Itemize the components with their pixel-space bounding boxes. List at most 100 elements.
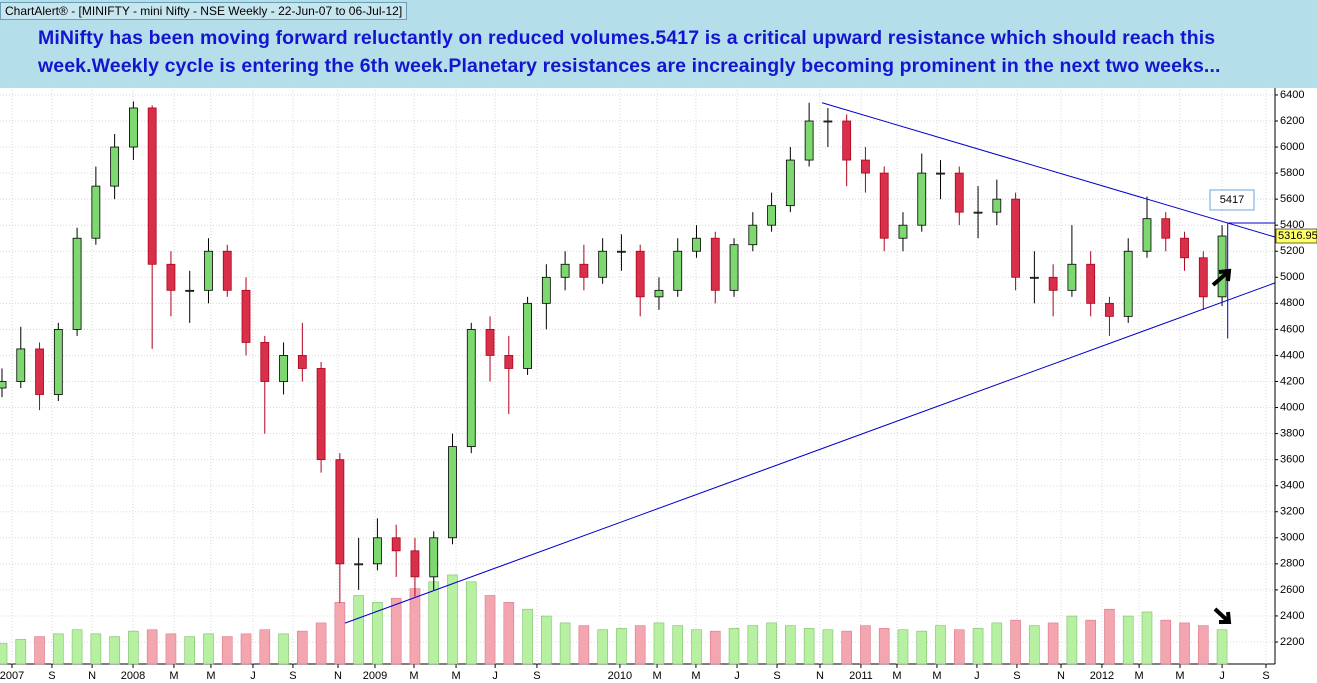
x-tick-label: M	[169, 670, 178, 682]
candle-body	[279, 355, 288, 382]
y-tick-label: 3800	[1280, 427, 1304, 439]
y-tick-label: 3200	[1280, 506, 1304, 518]
y-tick-label: 5800	[1280, 167, 1304, 179]
volume-bar	[897, 629, 909, 665]
candle-body	[429, 537, 439, 578]
volume-bar	[935, 625, 946, 665]
volume-bar	[916, 630, 928, 665]
candle-body	[147, 107, 157, 265]
volume-bar	[484, 595, 496, 665]
candle-body	[1217, 235, 1227, 298]
candle-body	[635, 250, 645, 298]
candle-body	[1011, 198, 1020, 278]
x-tick-label: M	[409, 670, 418, 682]
volume-bar	[409, 588, 421, 665]
volume-bar	[53, 633, 64, 665]
candle-body	[1048, 276, 1058, 291]
x-tick-label: M	[1175, 670, 1184, 682]
candle-body	[617, 250, 626, 253]
candle-body	[410, 550, 420, 578]
volume-bar	[428, 581, 440, 665]
volume-bar	[522, 608, 533, 665]
volume-bar	[109, 636, 120, 665]
x-tick-label: M	[892, 670, 901, 682]
x-tick-label: J	[250, 670, 256, 682]
y-tick-label: 2400	[1280, 610, 1304, 622]
candle-body	[16, 348, 26, 382]
y-tick-label: 5000	[1280, 271, 1304, 283]
candle-body	[72, 237, 82, 330]
candle-body	[222, 250, 232, 291]
y-tick-label: 4400	[1280, 349, 1304, 361]
volume-bar	[15, 639, 27, 665]
candle-body	[185, 289, 195, 292]
volume-bar	[71, 629, 83, 665]
candle-body	[861, 159, 870, 174]
candle-body	[748, 224, 758, 246]
candle-body	[335, 459, 345, 565]
y-tick-label: 2200	[1280, 636, 1304, 648]
candle-body	[35, 348, 44, 395]
volume-bar	[597, 629, 608, 665]
volume-bar	[559, 622, 571, 665]
volume-bar	[691, 629, 702, 665]
x-tick-label: N	[334, 670, 342, 682]
volume-bar	[315, 622, 327, 665]
candle-body	[541, 276, 551, 304]
candle-body	[53, 328, 63, 395]
candle-body	[992, 198, 1002, 213]
x-tick-label: S	[1013, 670, 1020, 682]
x-tick-label: M	[932, 670, 941, 682]
y-tick-label: 3400	[1280, 480, 1304, 492]
candle-body	[954, 172, 964, 213]
candle-body	[110, 146, 120, 187]
volume-bar	[465, 581, 477, 665]
y-tick-label: 4800	[1280, 297, 1304, 309]
volume-bar	[1029, 625, 1040, 665]
x-tick-label: 2008	[121, 670, 145, 682]
y-tick-label: 5200	[1280, 245, 1304, 257]
volume-bar	[165, 633, 177, 665]
candle-body	[842, 120, 852, 161]
x-tick-label: M	[451, 670, 460, 682]
candle-body	[1161, 218, 1171, 239]
candle-body	[204, 250, 213, 291]
candle-body	[804, 120, 814, 161]
x-tick-label: S	[773, 670, 780, 682]
candle-body	[373, 537, 382, 565]
last-value-box	[1275, 228, 1317, 244]
volume-bar	[653, 622, 665, 665]
candle-body	[1067, 263, 1077, 291]
volume-bar	[1047, 622, 1059, 665]
volume-bar	[90, 633, 102, 665]
x-tick-label: 2012	[1090, 670, 1114, 682]
plot: 2200 2400 2600 2800 3000 3200 3400 3600 3800 4000…	[0, 87, 1304, 682]
volume-bar	[390, 597, 402, 665]
volume-bar	[541, 615, 552, 665]
candle-body	[523, 302, 532, 369]
volume-bar	[991, 622, 1003, 665]
x-tick-label: 2007	[0, 670, 24, 682]
candle-body	[729, 244, 739, 291]
x-tick-label: M	[691, 670, 700, 682]
candle-body	[879, 172, 889, 239]
candle-body	[560, 263, 570, 278]
x-tick-label: M	[653, 670, 662, 682]
last-value-label: 5316.95	[1278, 230, 1317, 242]
candle-body	[1029, 276, 1039, 279]
x-tick-label: J	[974, 670, 980, 682]
volume-bar	[1141, 611, 1153, 665]
volume-bar	[128, 630, 139, 665]
candle-body	[448, 446, 457, 539]
x-tick-label: 2009	[363, 670, 387, 682]
candle-body	[692, 237, 701, 252]
candle-body	[654, 289, 664, 298]
volume-bar	[860, 625, 871, 665]
candle-body	[1198, 257, 1208, 298]
candle-body	[485, 328, 495, 356]
candle-body	[785, 159, 795, 207]
x-tick-label: N	[1057, 670, 1065, 682]
candle-body	[466, 328, 476, 448]
candle-body	[241, 289, 251, 343]
volume-bar	[785, 625, 796, 665]
